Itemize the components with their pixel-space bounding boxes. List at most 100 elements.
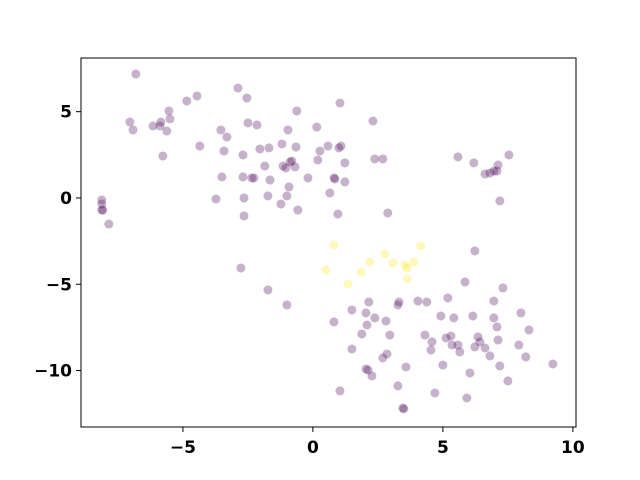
scatter-point <box>315 146 325 156</box>
scatter-point <box>453 340 463 350</box>
scatter-point <box>364 297 374 307</box>
scatter-point <box>217 172 227 182</box>
scatter-point <box>363 365 373 375</box>
scatter-point <box>347 305 357 315</box>
scatter-point <box>313 155 323 165</box>
scatter-point <box>222 132 232 142</box>
scatter-point <box>236 263 246 273</box>
scatter-point <box>155 121 165 131</box>
scatter-point <box>480 343 490 353</box>
scatter-point <box>402 263 412 273</box>
scatter-point <box>465 368 475 378</box>
scatter-point <box>158 151 168 161</box>
scatter-point <box>416 241 426 251</box>
scatter-point <box>128 125 138 135</box>
scatter-point <box>409 257 419 267</box>
y-tick-label: 5 <box>60 103 72 123</box>
scatter-point <box>462 393 472 403</box>
scatter-point <box>402 274 412 284</box>
scatter-point <box>382 349 392 359</box>
scatter-point <box>321 265 331 275</box>
scatter-point <box>489 296 499 306</box>
scatter-point <box>156 117 166 127</box>
scatter-point <box>343 279 353 289</box>
scatter-point <box>398 403 408 413</box>
scatter-point <box>473 332 483 342</box>
scatter-point <box>336 141 346 151</box>
scatter-point <box>495 361 505 371</box>
scatter-point <box>516 308 526 318</box>
scatter-point <box>495 196 505 206</box>
scatter-point <box>325 188 335 198</box>
scatter-point <box>276 199 286 209</box>
scatter-point <box>277 139 287 149</box>
scatter-point <box>401 362 411 372</box>
scatter-point <box>243 118 253 128</box>
scatter-point <box>413 296 423 306</box>
scatter-point <box>443 293 453 303</box>
scatter-point <box>394 297 404 307</box>
scatter-point <box>283 125 293 135</box>
scatter-point <box>378 353 388 363</box>
scatter-point <box>329 240 339 250</box>
scatter-point <box>252 120 262 130</box>
plot-area <box>97 69 558 414</box>
scatter-point <box>548 359 558 369</box>
scatter-point <box>247 173 257 183</box>
scatter-point <box>357 329 367 339</box>
scatter-point <box>489 166 499 176</box>
scatter-point <box>485 168 495 178</box>
scatter-point <box>239 193 249 203</box>
scatter-point <box>504 150 514 160</box>
scatter-point <box>361 364 371 374</box>
y-tick-label: 0 <box>60 189 72 209</box>
scatter-point <box>260 161 270 171</box>
scatter-point <box>182 96 192 106</box>
scatter-point <box>453 152 463 162</box>
scatter-point <box>399 404 409 414</box>
scatter-point <box>340 158 350 168</box>
scatter-point <box>340 177 350 187</box>
scatter-point <box>383 208 393 218</box>
scatter-point <box>329 317 339 327</box>
scatter-point <box>282 300 292 310</box>
scatter-point <box>380 249 390 259</box>
scatter-point <box>104 219 114 229</box>
scatter-point <box>291 142 301 152</box>
scatter-point <box>430 388 440 398</box>
scatter-point <box>361 308 371 318</box>
scatter-point <box>370 313 380 323</box>
scatter-point <box>460 277 470 287</box>
scatter-point <box>165 114 175 124</box>
axes-frame <box>80 57 577 428</box>
scatter-point <box>455 347 465 357</box>
y-tick-label: −5 <box>46 275 72 295</box>
scatter-point <box>131 69 141 79</box>
scatter-point <box>264 143 274 153</box>
scatter-point <box>426 345 436 355</box>
scatter-point <box>367 371 377 381</box>
scatter-point <box>334 143 344 153</box>
scatter-point <box>239 211 249 221</box>
scatter-point <box>420 330 430 340</box>
scatter-point <box>368 116 378 126</box>
scatter-point <box>263 285 273 295</box>
scatter-point <box>436 311 446 321</box>
scatter-point <box>292 106 302 116</box>
scatter-point <box>263 191 273 201</box>
scatter-point <box>330 174 340 184</box>
scatter-point <box>356 267 366 277</box>
scatter-point <box>293 205 303 215</box>
scatter-point <box>335 98 345 108</box>
scatter-point <box>385 330 395 340</box>
x-tick-label: 0 <box>307 438 319 458</box>
scatter-point <box>493 335 503 345</box>
scatter-point <box>514 340 524 350</box>
scatter-point <box>381 316 391 326</box>
scatter-point <box>492 322 502 332</box>
scatter-point <box>393 381 403 391</box>
scatter-point <box>219 146 229 156</box>
scatter-point <box>238 172 248 182</box>
scatter-point <box>238 150 248 160</box>
